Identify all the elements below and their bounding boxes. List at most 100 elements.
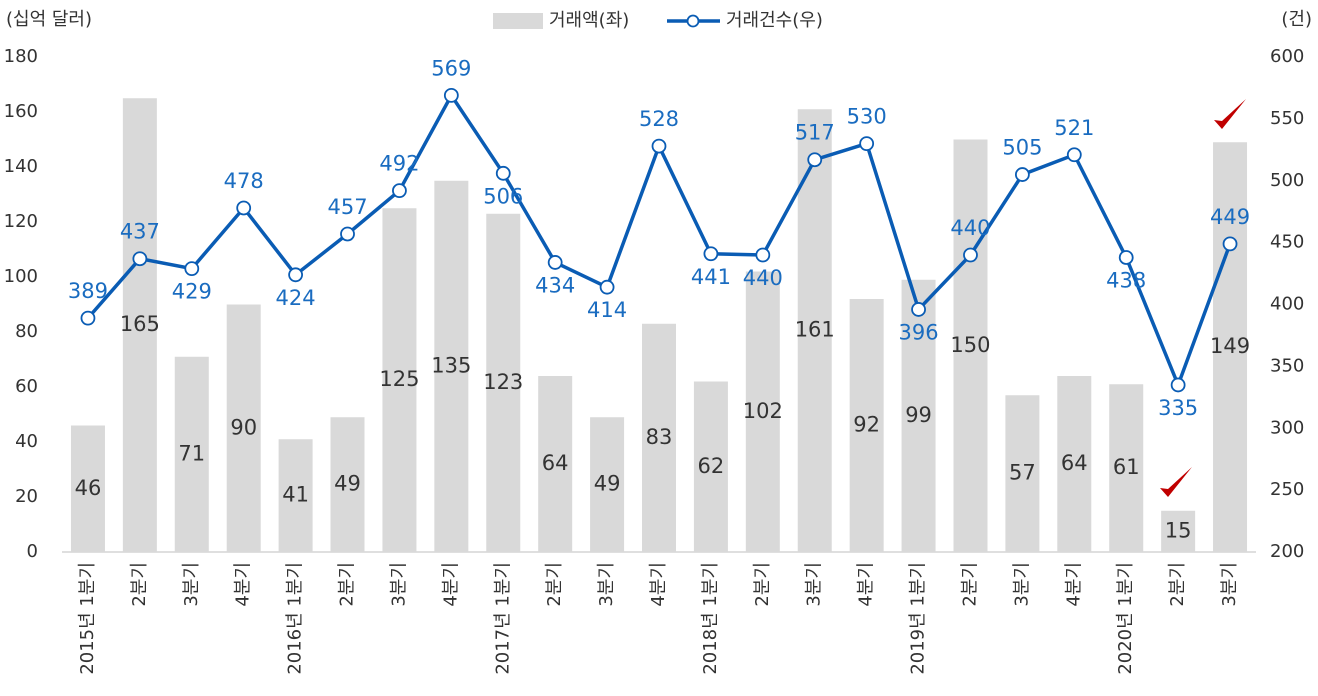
x-tick-label: 3분기 — [388, 562, 409, 607]
legend-swatch — [493, 13, 543, 29]
line-point — [340, 226, 355, 242]
y2-tick-label: 400 — [1270, 294, 1304, 315]
line-point — [911, 302, 926, 317]
bar — [538, 376, 573, 552]
bar — [1057, 376, 1092, 552]
bar — [642, 323, 676, 552]
line-point — [236, 200, 252, 216]
x-tick-label: 2분기 — [752, 562, 773, 607]
line-point — [80, 310, 96, 326]
bar-value-label: 49 — [334, 472, 361, 496]
line-point — [132, 251, 148, 267]
bar — [745, 271, 780, 552]
line-point — [807, 152, 823, 168]
legend-label: 거래건수(우) — [726, 10, 823, 31]
x-tick-label: 2017년 1분기 — [492, 562, 513, 675]
x-tick-label: 2분기 — [129, 562, 150, 607]
bar-value-label: 41 — [282, 483, 309, 507]
bar — [226, 304, 261, 552]
bar-value-label: 123 — [483, 370, 523, 394]
line-value-label: 530 — [847, 105, 887, 129]
line-value-label: 434 — [535, 273, 575, 297]
line-value-label: 429 — [172, 280, 212, 304]
x-tick-label: 4분기 — [648, 562, 669, 607]
bar-value-label: 135 — [431, 353, 471, 377]
legend-label: 거래액(좌) — [549, 10, 629, 31]
y-tick-label: 160 — [4, 101, 38, 122]
bar — [486, 213, 521, 552]
bar — [1161, 510, 1196, 552]
y2-tick-label: 550 — [1270, 108, 1304, 129]
line-value-label: 478 — [224, 169, 264, 193]
line-value-label: 396 — [899, 320, 939, 344]
line-value-label: 414 — [587, 298, 627, 322]
line-point — [443, 87, 459, 103]
bar — [278, 439, 313, 552]
line-value-label: 492 — [379, 152, 419, 176]
bar-value-label: 125 — [379, 367, 419, 391]
bar — [70, 425, 105, 552]
line-value-label: 438 — [1106, 268, 1146, 292]
y-tick-label: 20 — [15, 486, 38, 507]
line-value-label: 440 — [950, 216, 990, 240]
bar-value-label: 61 — [1113, 455, 1140, 479]
y2-tick-label: 300 — [1270, 417, 1304, 438]
line-point — [599, 279, 615, 295]
y-tick-label: 60 — [15, 376, 38, 397]
x-tick-label: 2018년 1분기 — [700, 562, 721, 675]
line-point — [859, 136, 875, 152]
x-tick-label: 2015년 1분기 — [77, 562, 98, 675]
y2-tick-label: 250 — [1270, 479, 1304, 500]
line-point — [755, 247, 771, 263]
bar-value-label: 149 — [1210, 334, 1250, 358]
x-tick-label: 2019년 1분기 — [908, 562, 929, 675]
x-tick-label: 2분기 — [544, 562, 565, 607]
y2-tick-label: 350 — [1270, 355, 1304, 376]
bar-value-label: 83 — [646, 425, 673, 449]
bar — [330, 417, 365, 552]
line-value-label: 569 — [431, 56, 471, 80]
line-value-label: 457 — [327, 195, 367, 219]
x-tick-label: 3분기 — [181, 562, 202, 607]
bar-value-label: 49 — [594, 472, 621, 496]
bar — [122, 98, 157, 552]
line-point — [288, 267, 304, 283]
bar-value-label: 102 — [743, 399, 783, 423]
bar-value-label: 90 — [230, 415, 257, 439]
line-value-label: 528 — [639, 107, 679, 131]
legend-swatch — [686, 14, 700, 28]
y-tick-label: 100 — [4, 266, 38, 287]
line-point — [963, 247, 978, 263]
y-axis-label: (십억 달러) — [6, 9, 92, 30]
bar-value-label: 161 — [795, 318, 835, 342]
line-value-label: 506 — [483, 184, 523, 208]
bar-value-label: 64 — [1061, 451, 1088, 475]
x-tick-label: 3분기 — [596, 562, 617, 607]
x-tick-label: 4분기 — [856, 562, 877, 607]
bar — [849, 299, 884, 552]
check-icon — [1214, 99, 1246, 129]
x-tick-label: 2분기 — [1167, 562, 1188, 607]
bar — [382, 208, 417, 552]
line-value-label: 505 — [1002, 136, 1042, 160]
bar-value-label: 46 — [75, 476, 102, 500]
line-point — [1066, 147, 1082, 163]
line-value-label: 449 — [1210, 205, 1250, 229]
line-point — [703, 246, 719, 262]
bar — [1005, 395, 1040, 552]
bar-value-label: 99 — [905, 403, 932, 427]
bar — [693, 381, 728, 552]
line-value-label: 335 — [1158, 396, 1198, 420]
y2-tick-label: 600 — [1270, 46, 1304, 67]
y-tick-label: 40 — [15, 431, 38, 452]
y2-axis-label: (건) — [1281, 9, 1312, 30]
bar-value-label: 57 — [1009, 461, 1036, 485]
y-tick-label: 0 — [27, 541, 38, 562]
x-tick-label: 4분기 — [1063, 562, 1084, 607]
line-point — [392, 183, 407, 199]
line-point — [1170, 377, 1186, 393]
x-tick-label: 2016년 1분기 — [285, 562, 306, 675]
line-point — [547, 255, 563, 270]
bar — [434, 180, 469, 552]
y-tick-label: 80 — [15, 321, 38, 342]
